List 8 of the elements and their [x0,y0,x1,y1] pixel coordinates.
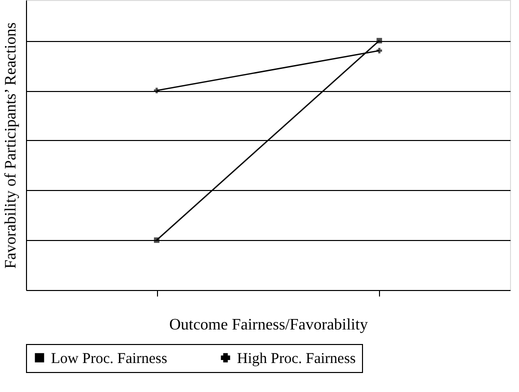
point [376,48,382,54]
legend-label: High Proc. Fairness [237,350,356,367]
y-axis-title: Favorability of Participants’ Reactions [2,22,20,269]
point [376,38,382,44]
legend-label: Low Proc. Fairness [51,350,168,367]
point [154,237,160,243]
x-axis-title: Outcome Fairness/Favorability [169,316,368,334]
point [154,88,160,94]
